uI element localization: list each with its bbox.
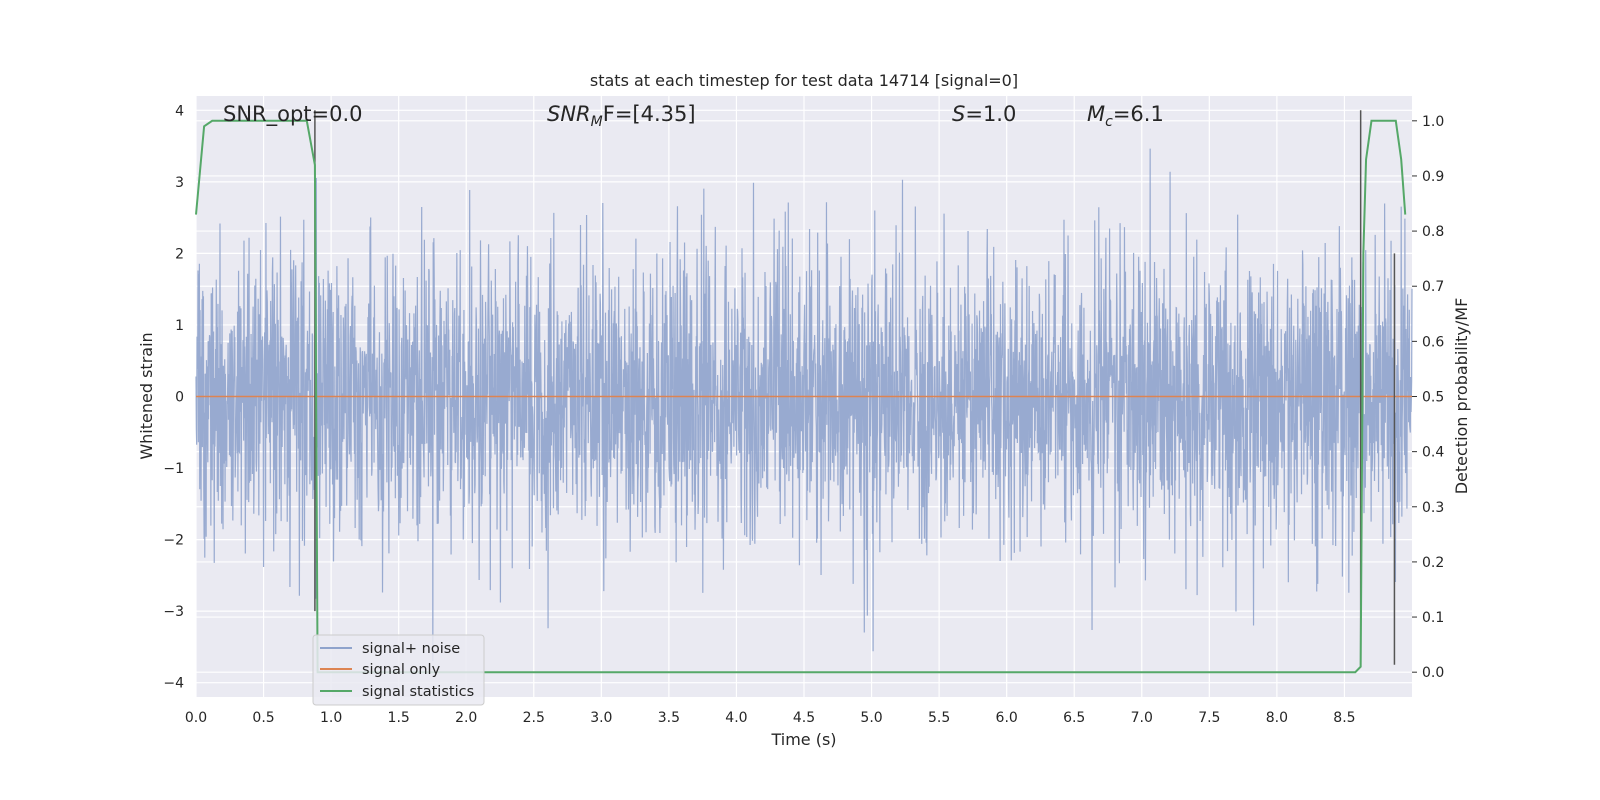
y-left-tick-label: −1 — [163, 461, 184, 477]
x-tick-labels: 0.0 0.5 1.0 1.5 2.0 2.5 3.0 3.5 4.0 4.5 5.0 5.5 6.0 6… — [185, 710, 1356, 726]
annotation-mc-symbol: M — [1087, 102, 1105, 126]
annotation-mc-value: =6.1 — [1113, 102, 1164, 126]
x-tick-label: 3.0 — [590, 710, 612, 726]
x-tick-label: 0.5 — [252, 710, 274, 726]
x-tick-label: 7.0 — [1131, 710, 1153, 726]
y-left-tick-labels: 4 3 2 1 0 −1 −2 −3 −4 — [163, 103, 184, 691]
x-tick-label: 8.5 — [1333, 710, 1355, 726]
y-right-tick-label: 0.9 — [1422, 169, 1444, 185]
legend-label-signal: signal only — [362, 662, 441, 678]
x-tick-label: 4.5 — [793, 710, 815, 726]
x-tick-label: 7.5 — [1198, 710, 1220, 726]
legend-label-noise: signal+ noise — [362, 641, 460, 657]
y-right-tick-label: 1.0 — [1422, 114, 1444, 130]
x-tick-label: 2.0 — [455, 710, 477, 726]
y-right-tick-label: 0.0 — [1422, 665, 1444, 681]
annotation-s-value: =1.0 — [965, 102, 1016, 126]
noise-series-layer — [195, 148, 1413, 662]
annotation-mc: Mc=6.1 — [1087, 102, 1164, 130]
y-right-tick-label: 0.4 — [1422, 445, 1444, 461]
y-right-tick-label: 0.7 — [1422, 279, 1444, 295]
y-right-tick-label: 0.6 — [1422, 334, 1444, 350]
x-tick-label: 6.5 — [1063, 710, 1085, 726]
annotation-snr-mf: SNRMF=[4.35] — [547, 102, 696, 130]
y-left-tick-label: −2 — [163, 533, 184, 549]
y-right-axis-label: Detection probability/MF — [1452, 298, 1471, 495]
annotation-mc-subscript: c — [1105, 114, 1113, 130]
annotation-s-symbol: S — [952, 102, 965, 126]
y-right-tick-label: 0.5 — [1422, 390, 1444, 406]
annotation-snr-mf-symbol: SNR — [547, 102, 591, 126]
annotation-snr-mf-value: F=[4.35] — [603, 102, 696, 126]
annotation-snr-mf-subscript: M — [591, 114, 603, 130]
y-left-tick-label: 1 — [175, 318, 184, 334]
x-tick-label: 2.5 — [523, 710, 545, 726]
y-left-tick-label: −4 — [163, 676, 184, 692]
x-tick-label: 8.0 — [1266, 710, 1288, 726]
y-right-tick-label: 0.3 — [1422, 500, 1444, 516]
x-tick-label: 6.0 — [996, 710, 1018, 726]
x-tick-label: 1.5 — [388, 710, 410, 726]
stats-series-layer — [195, 119, 1407, 674]
y-right-tick-label: 0.8 — [1422, 224, 1444, 240]
y-right-tick-label: 0.2 — [1422, 555, 1444, 571]
annotation-snr-opt: SNR_opt=0.0 — [223, 102, 363, 127]
series-signal-plus-noise — [195, 148, 1413, 662]
legend-box — [312, 634, 485, 706]
x-axis-label: Time (s) — [770, 730, 836, 749]
legend: signal+ noise signal only signal statist… — [312, 634, 485, 706]
x-tick-label: 4.0 — [725, 710, 747, 726]
y-left-tick-label: 4 — [175, 103, 184, 119]
y-right-tick-label: 0.1 — [1422, 610, 1444, 626]
annotation-s: S=1.0 — [952, 102, 1016, 126]
y-left-tick-label: 2 — [175, 246, 184, 262]
legend-label-stats: signal statistics — [362, 684, 474, 700]
x-tick-label: 5.0 — [860, 710, 882, 726]
y-left-tick-label: 0 — [175, 390, 184, 406]
series-signal-statistics — [195, 119, 1407, 674]
y-left-tick-label: −3 — [163, 604, 184, 620]
y-left-axis-label: Whitened strain — [137, 332, 156, 459]
x-tick-label: 3.5 — [658, 710, 680, 726]
y-left-tick-label: 3 — [175, 175, 184, 191]
y-right-tick-labels: 1.0 0.9 0.8 0.7 0.6 0.5 0.4 0.3 0.2 0.1 0.0 — [1412, 114, 1444, 681]
x-tick-label: 1.0 — [320, 710, 342, 726]
chart-title: stats at each timestep for test data 147… — [590, 71, 1018, 90]
x-tick-label: 5.5 — [928, 710, 950, 726]
x-tick-label: 0.0 — [185, 710, 207, 726]
